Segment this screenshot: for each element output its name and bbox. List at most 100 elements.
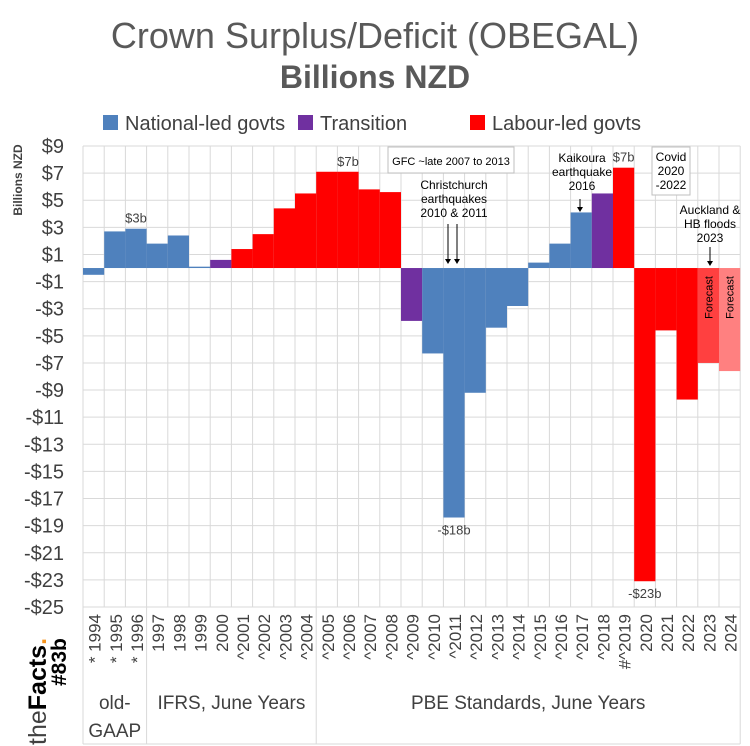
- x-tick-label: ^2014: [510, 614, 529, 660]
- chart-subtitle: Billions NZD: [280, 59, 470, 95]
- bar-2009: [401, 268, 423, 321]
- y-tick-label: -$9: [35, 380, 64, 402]
- y-tick-label: -$19: [24, 516, 64, 538]
- x-tick-label: ^2004: [298, 614, 317, 660]
- y-tick-label: -$13: [24, 434, 64, 456]
- bar-2008: [379, 192, 401, 269]
- legend-swatch: [103, 115, 118, 130]
- bar-2021: [655, 268, 677, 331]
- bar-2023: [697, 268, 719, 363]
- covid-annotation: -2022: [656, 178, 687, 192]
- x-tick-label: 2024: [722, 614, 741, 652]
- christchurch-annotation: 2010 & 2011: [420, 206, 487, 220]
- y-tick-label: -$3: [35, 299, 64, 321]
- bar-2017: [570, 212, 592, 269]
- bar-1994: [83, 268, 105, 275]
- christchurch-annotation: earthquakes: [421, 192, 487, 206]
- x-tick-label: ^2008: [382, 614, 401, 660]
- x-tick-label: ^2007: [361, 614, 380, 660]
- y-tick-label: -$11: [25, 407, 64, 429]
- logo-the: the: [24, 710, 52, 745]
- x-tick-label: ^2018: [594, 614, 613, 660]
- logo-dot: .: [24, 638, 52, 645]
- bar-2014: [507, 268, 529, 306]
- bar-2006: [337, 171, 359, 269]
- bar-2010: [422, 268, 444, 354]
- x-tick-label: 2023: [700, 614, 719, 652]
- x-tick-label: ^2012: [467, 614, 486, 660]
- bar-2003: [273, 208, 295, 269]
- legend-label: Labour-led govts: [492, 113, 641, 135]
- bar-2024: [719, 268, 741, 372]
- x-tick-label: ^2016: [552, 614, 571, 660]
- data-label: $3b: [125, 211, 147, 226]
- x-tick-label: 2000: [213, 614, 232, 652]
- bar-2018: [591, 193, 613, 269]
- legend-swatch: [298, 115, 313, 130]
- y-tick-label: $1: [42, 244, 64, 266]
- x-tick-label: 1999: [192, 614, 211, 652]
- category-group-label: PBE Standards, June Years: [411, 693, 646, 714]
- kaikoura-arrow-arrowhead-icon: [577, 207, 583, 212]
- gfc-annotation-box: [387, 146, 515, 174]
- x-tick-label: ^2006: [340, 614, 359, 660]
- logo-id: #83b: [48, 638, 71, 686]
- x-tick-label: ^2010: [425, 614, 444, 660]
- x-tick-label: ^2009: [404, 614, 423, 660]
- logo-facts: Facts: [24, 645, 52, 710]
- y-tick-label: -$15: [24, 461, 64, 483]
- bar-2002: [252, 234, 274, 269]
- kaikoura-annotation: 2016: [569, 179, 596, 193]
- x-tick-label: * 1996: [128, 614, 147, 663]
- data-label: -$23b: [628, 586, 661, 601]
- y-tick-label: -$25: [24, 597, 64, 619]
- bar-2016: [549, 243, 571, 269]
- x-tick-label: ^2001: [234, 614, 253, 660]
- y-tick-label: -$1: [35, 272, 64, 294]
- bar-2020: [634, 268, 656, 582]
- bar-2012: [464, 268, 486, 393]
- covid-annotation: 2020: [658, 164, 685, 178]
- data-label: $7b: [613, 150, 635, 165]
- bar-1998: [167, 235, 189, 269]
- bar-1996: [125, 228, 147, 269]
- y-tick-label: -$7: [35, 353, 64, 375]
- x-tick-label: ^2013: [488, 614, 507, 660]
- floods-annotation: HB floods: [684, 217, 736, 231]
- logo-thefacts: theFacts.: [24, 638, 52, 745]
- forecast-label: Forecast: [725, 276, 737, 319]
- forecast-label: Forecast: [703, 276, 715, 319]
- x-tick-label: ^2003: [276, 614, 295, 660]
- x-tick-label: ^2017: [573, 614, 592, 660]
- bar-2001: [231, 249, 253, 269]
- kaikoura-annotation: Kaikoura: [558, 151, 606, 165]
- bar-1999: [189, 266, 211, 269]
- y-tick-label: -$17: [24, 489, 64, 511]
- x-tick-label: 1998: [170, 614, 189, 652]
- kaikoura-annotation: earthquake: [552, 165, 612, 179]
- covid-annotation: Covid: [656, 150, 687, 164]
- bar-2019: [613, 167, 635, 269]
- x-tick-label: ^2002: [255, 614, 274, 660]
- legend-label: National-led govts: [125, 113, 285, 135]
- y-tick-label: $7: [42, 163, 64, 185]
- x-tick-label: ^2011: [446, 614, 465, 659]
- y-tick-label: -$5: [35, 326, 64, 348]
- category-group-label: old-: [99, 693, 131, 714]
- x-tick-label: 2021: [658, 614, 677, 652]
- category-group-label: IFRS, June Years: [157, 693, 305, 714]
- category-group-label: GAAP: [88, 721, 141, 742]
- floods-annotation: Auckland &: [680, 203, 741, 217]
- x-tick-label: 2020: [637, 614, 656, 652]
- y-axis-label: Billions NZD: [11, 144, 25, 216]
- x-tick-label: ^2005: [319, 614, 338, 660]
- data-label: -$18b: [437, 523, 470, 538]
- bar-1995: [104, 231, 126, 269]
- x-tick-label: * 1995: [107, 614, 126, 663]
- chart-title: Crown Surplus/Deficit (OBEGAL): [111, 15, 639, 56]
- bar-1997: [146, 243, 168, 269]
- bar-2022: [676, 268, 698, 400]
- gfc-annotation: GFC ~late 2007 to 2013: [392, 156, 510, 168]
